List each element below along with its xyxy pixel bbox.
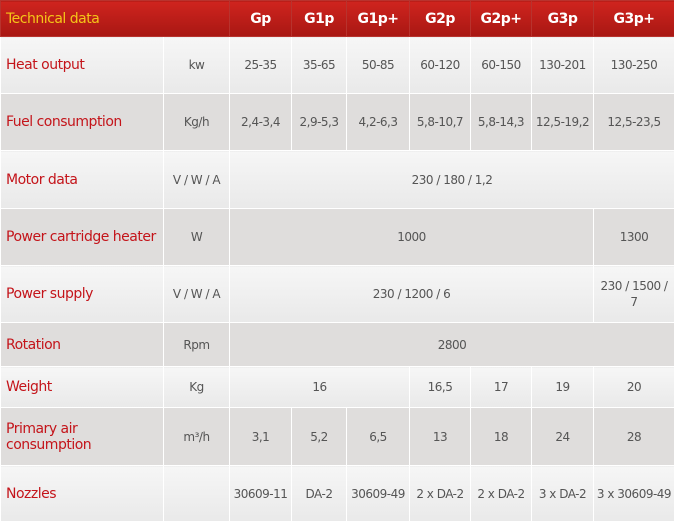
cell: 5,8-14,3 (471, 94, 532, 151)
unit: W (164, 209, 230, 266)
cell: 230 / 1500 / 7 (594, 266, 674, 323)
cell: DA-2 (292, 466, 347, 522)
unit: Kg/h (164, 94, 230, 151)
row-label: Power cartridge heater (1, 209, 164, 266)
table-title: Technical data (1, 1, 164, 37)
model-header: G1p+ (347, 1, 410, 37)
cell: 20 (594, 367, 674, 408)
unit: Kg (164, 367, 230, 408)
model-header: Gp (230, 1, 292, 37)
row-nozzles: Nozzles 30609-11 DA-2 30609-49 2 x DA-2 … (1, 466, 674, 522)
cell: 30609-49 (347, 466, 410, 522)
cell: 3,1 (230, 408, 292, 466)
model-header: G3p (532, 1, 594, 37)
cell: 16 (230, 367, 410, 408)
cell: 18 (471, 408, 532, 466)
row-rotation: Rotation Rpm 2800 (1, 323, 674, 367)
row-label: Primary air consumption (1, 408, 164, 466)
cell: 19 (532, 367, 594, 408)
cell: 130-250 (594, 37, 674, 94)
model-header: G2p+ (471, 1, 532, 37)
unit: kw (164, 37, 230, 94)
row-fuel-consumption: Fuel consumption Kg/h 2,4-3,4 2,9-5,3 4,… (1, 94, 674, 151)
cell: 230 / 180 / 1,2 (230, 151, 674, 209)
cell: 60-150 (471, 37, 532, 94)
row-label: Fuel consumption (1, 94, 164, 151)
cell: 5,2 (292, 408, 347, 466)
cell: 50-85 (347, 37, 410, 94)
row-primary-air-consumption: Primary air consumption m³/h 3,1 5,2 6,5… (1, 408, 674, 466)
unit: Rpm (164, 323, 230, 367)
cell: 24 (532, 408, 594, 466)
cell: 3 x 30609-49 (594, 466, 674, 522)
cell: 2 x DA-2 (471, 466, 532, 522)
cell: 2 x DA-2 (410, 466, 471, 522)
cell: 17 (471, 367, 532, 408)
cell: 1300 (594, 209, 674, 266)
row-motor-data: Motor data V / W / A 230 / 180 / 1,2 (1, 151, 674, 209)
cell: 35-65 (292, 37, 347, 94)
unit (164, 466, 230, 522)
cell: 28 (594, 408, 674, 466)
model-header: G2p (410, 1, 471, 37)
cell: 16,5 (410, 367, 471, 408)
cell: 4,2-6,3 (347, 94, 410, 151)
cell: 2800 (230, 323, 674, 367)
row-heat-output: Heat output kw 25-35 35-65 50-85 60-120 … (1, 37, 674, 94)
cell: 6,5 (347, 408, 410, 466)
cell: 30609-11 (230, 466, 292, 522)
cell: 5,8-10,7 (410, 94, 471, 151)
cell: 25-35 (230, 37, 292, 94)
cell: 1000 (230, 209, 594, 266)
row-weight: Weight Kg 16 16,5 17 19 20 (1, 367, 674, 408)
cell: 13 (410, 408, 471, 466)
row-power-cartridge-heater: Power cartridge heater W 1000 1300 (1, 209, 674, 266)
cell: 3 x DA-2 (532, 466, 594, 522)
model-header: G3p+ (594, 1, 674, 37)
row-label: Power supply (1, 266, 164, 323)
cell: 130-201 (532, 37, 594, 94)
unit: V / W / A (164, 266, 230, 323)
row-label: Rotation (1, 323, 164, 367)
row-label: Weight (1, 367, 164, 408)
model-header: G1p (292, 1, 347, 37)
row-label: Motor data (1, 151, 164, 209)
row-label: Nozzles (1, 466, 164, 522)
cell: 230 / 1200 / 6 (230, 266, 594, 323)
header-row: Technical data Gp G1p G1p+ G2p G2p+ G3p … (1, 1, 674, 37)
unit: m³/h (164, 408, 230, 466)
cell: 2,9-5,3 (292, 94, 347, 151)
cell: 2,4-3,4 (230, 94, 292, 151)
cell: 12,5-23,5 (594, 94, 674, 151)
row-power-supply: Power supply V / W / A 230 / 1200 / 6 23… (1, 266, 674, 323)
row-label: Heat output (1, 37, 164, 94)
cell: 60-120 (410, 37, 471, 94)
cell: 12,5-19,2 (532, 94, 594, 151)
unit: V / W / A (164, 151, 230, 209)
